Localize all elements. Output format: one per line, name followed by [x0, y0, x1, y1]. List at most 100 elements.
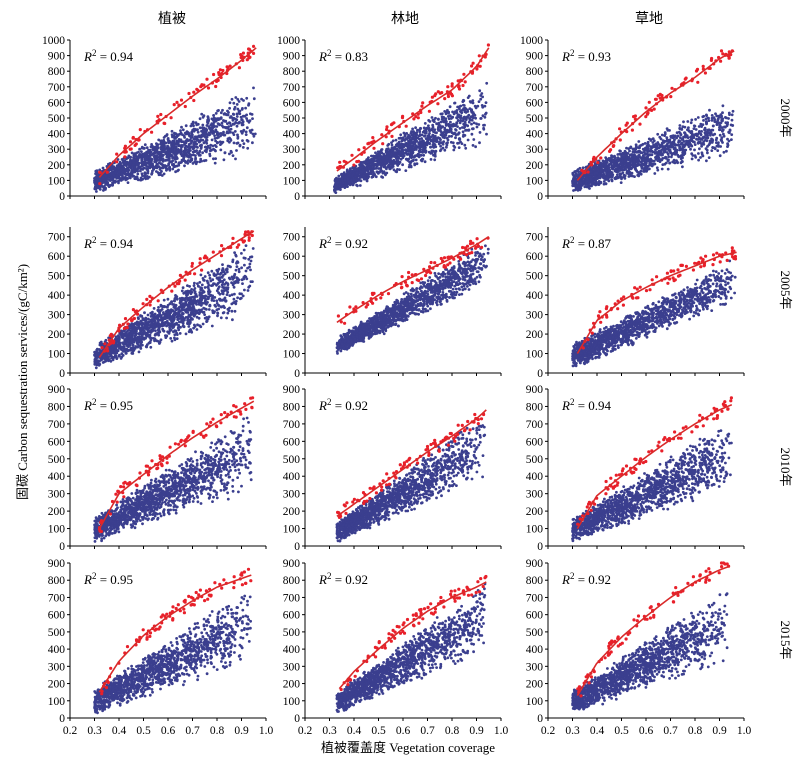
scatter-point — [234, 158, 237, 161]
scatter-point — [721, 130, 724, 133]
boundary-point — [129, 140, 132, 143]
scatter-point — [192, 143, 195, 146]
scatter-point — [174, 146, 177, 149]
scatter-point — [359, 175, 362, 178]
boundary-point — [98, 182, 101, 185]
scatter-point — [474, 105, 477, 108]
scatter-point — [624, 177, 627, 180]
scatter-point — [669, 141, 672, 144]
scatter-point — [178, 138, 181, 141]
scatter-point — [404, 169, 407, 172]
boundary-point — [428, 110, 431, 113]
scatter-point — [462, 104, 465, 107]
scatter-point — [196, 152, 199, 155]
scatter-point — [235, 149, 238, 152]
boundary-point — [655, 98, 658, 101]
scatter-point — [127, 155, 130, 158]
scatter-point — [591, 168, 594, 171]
scatter-point — [209, 133, 212, 136]
scatter-point — [381, 158, 384, 161]
scatter-point — [192, 153, 195, 156]
r-squared-label: R2 = 0.83 — [318, 48, 368, 64]
scatter-point — [709, 134, 712, 137]
scatter-point — [620, 176, 623, 179]
scatter-point — [589, 177, 592, 180]
scatter-point — [206, 139, 209, 142]
scatter-point — [479, 131, 482, 134]
y-tick-label: 1000 — [520, 35, 543, 47]
scatter-point — [236, 98, 239, 101]
scatter-point — [245, 131, 248, 134]
scatter-point — [142, 162, 145, 165]
scatter-point — [426, 135, 429, 138]
scatter-point — [252, 87, 255, 90]
scatter-point — [585, 183, 588, 186]
scatter-point — [198, 136, 201, 139]
boundary-point — [371, 136, 374, 139]
scatter-point — [414, 143, 417, 146]
scatter-point — [354, 169, 357, 172]
scatter-point — [662, 147, 665, 150]
scatter-point — [242, 146, 245, 149]
scatter-point — [161, 167, 164, 170]
scatter-point — [402, 152, 405, 155]
scatter-point — [602, 171, 605, 174]
scatter-point — [146, 146, 149, 149]
scatter-point — [405, 132, 408, 135]
scatter-point — [690, 138, 693, 141]
y-tick-label: 600 — [526, 97, 544, 109]
scatter-point — [484, 113, 487, 116]
scatter-point — [714, 112, 717, 115]
y-tick-label: 100 — [526, 175, 544, 187]
scatter-point — [621, 171, 624, 174]
scatter-point — [642, 155, 645, 158]
scatter-point — [434, 135, 437, 138]
scatter-point — [214, 130, 217, 133]
scatter-point — [660, 138, 663, 141]
scatter-point — [398, 168, 401, 171]
scatter-point — [577, 168, 580, 171]
scatter-point — [228, 107, 231, 110]
scatter-point — [428, 129, 431, 132]
scatter-point — [479, 98, 482, 101]
y-tick-label: 900 — [526, 51, 544, 63]
scatter-point — [582, 166, 585, 169]
scatter-point — [165, 134, 168, 137]
scatter-point — [708, 143, 711, 146]
scatter-point — [94, 186, 97, 189]
scatter-point — [445, 146, 448, 149]
boundary-point — [350, 154, 353, 157]
boundary-point — [462, 73, 465, 76]
boundary-point — [612, 144, 615, 147]
boundary-point — [221, 69, 224, 72]
scatter-point — [664, 131, 667, 134]
scatter-point — [628, 150, 631, 153]
scatter-point — [684, 132, 687, 135]
scatter-point — [461, 126, 464, 129]
scatter-point — [420, 137, 423, 140]
scatter-point — [432, 119, 435, 122]
scatter-point — [656, 166, 659, 169]
scatter-point — [634, 156, 637, 159]
boundary-point — [163, 122, 166, 125]
scatter-point — [415, 140, 418, 143]
scatter-point — [150, 145, 153, 148]
scatter-point — [614, 177, 617, 180]
scatter-point — [653, 139, 656, 142]
scatter-point — [701, 137, 704, 140]
scatter-point — [717, 115, 720, 118]
scatter-point — [144, 171, 147, 174]
scatter-point — [347, 178, 350, 181]
boundary-point — [433, 94, 436, 97]
scatter-point — [722, 104, 725, 107]
scatter-point — [392, 162, 395, 165]
scatter-point — [401, 137, 404, 140]
y-tick-label: 400 — [283, 129, 301, 141]
scatter-point — [365, 167, 368, 170]
scatter-point — [429, 146, 432, 149]
scatter-point — [463, 108, 466, 111]
scatter-point — [445, 142, 448, 145]
scatter-point — [243, 289, 246, 292]
boundary-point — [670, 87, 673, 90]
